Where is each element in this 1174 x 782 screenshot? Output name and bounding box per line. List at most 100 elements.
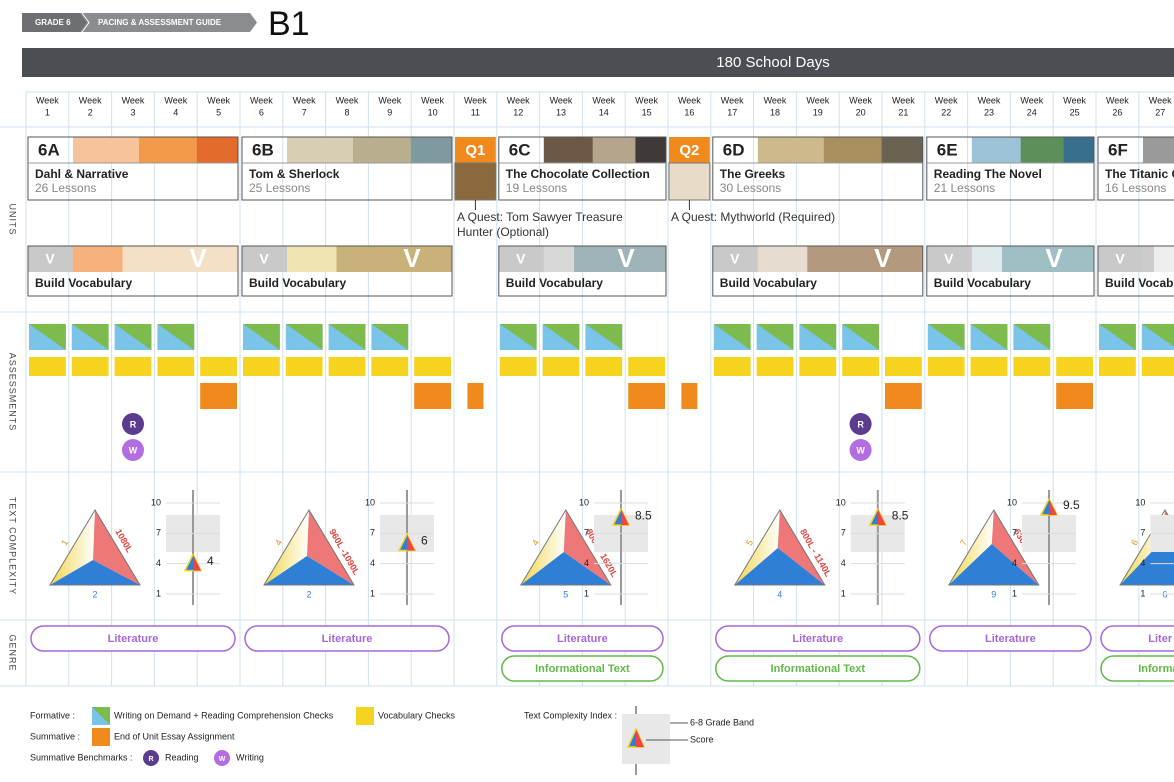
score-marker-part — [877, 509, 886, 526]
benchmark-reading — [849, 413, 872, 435]
unit-lessons: 30 Lessons — [720, 181, 781, 195]
formative-check — [29, 324, 66, 350]
legend-text: Reading — [165, 752, 199, 762]
vocab-icon: V — [944, 251, 954, 267]
complexity-triangle — [519, 509, 612, 586]
reader-label: 4 — [777, 589, 782, 599]
unit-lessons: 25 Lessons — [249, 181, 310, 195]
scale-tick-label: 7 — [841, 528, 846, 538]
genre-pill — [501, 625, 664, 652]
qual-label: 7 — [958, 538, 969, 547]
banner-text: 180 School Days — [716, 54, 829, 71]
vocab-check — [1099, 357, 1136, 376]
score-label: 8.5 — [892, 508, 909, 522]
scale-tick-label: 10 — [1007, 497, 1017, 507]
vocab-check — [585, 357, 623, 376]
unit-image — [635, 137, 666, 163]
quest-note: A Quest: Mythworld (Required) — [671, 210, 835, 224]
unit-title: Tom & Sherlock — [249, 167, 340, 181]
unit-code: 6A — [38, 140, 60, 159]
legend-label: Formative : — [30, 710, 75, 720]
scale-tick-label: 10 — [1135, 497, 1145, 507]
week-word: Week — [1063, 95, 1086, 105]
week-word: Week — [806, 95, 829, 105]
week-number: 24 — [1027, 107, 1037, 117]
formative-check — [927, 324, 965, 350]
vocab-box — [1097, 245, 1174, 297]
week-word: Week — [764, 95, 787, 105]
vocab-check — [285, 357, 323, 376]
week-word: Week — [1106, 95, 1129, 105]
row-label: UNITS — [8, 204, 18, 236]
row-label: ASSESSMENTS — [8, 353, 18, 432]
formative-check — [1141, 324, 1174, 347]
vocab-icon: V — [45, 251, 55, 267]
unit-image — [823, 137, 882, 163]
complexity-triangle — [1119, 509, 1174, 586]
week-word: Week — [79, 95, 102, 105]
week-word: Week — [1149, 95, 1172, 105]
vocab-check — [927, 357, 965, 376]
week-number: 3 — [130, 107, 135, 117]
vocab-icon-box — [28, 246, 73, 272]
vocab-icon: V — [259, 251, 269, 267]
legend-vocab — [356, 707, 374, 725]
essay-assignment — [467, 383, 484, 409]
legend-label: Summative Benchmarks : — [30, 752, 133, 762]
genre-pill — [715, 625, 921, 652]
scale-tick-label: 4 — [841, 558, 846, 568]
vocab-box — [712, 245, 924, 297]
week-word: Week — [336, 95, 359, 105]
week-number: 21 — [898, 107, 908, 117]
unit-image — [1063, 137, 1094, 163]
vocab-box — [498, 245, 667, 297]
vocab-icon: V — [1115, 251, 1125, 267]
week-word: Week — [293, 95, 316, 105]
week-word: Week — [207, 95, 230, 105]
week-number: 11 — [471, 107, 480, 117]
genre-label: Liter — [1148, 633, 1173, 645]
week-number: 2 — [88, 107, 93, 117]
vocab-icon: V — [1045, 243, 1063, 273]
vocab-image — [1153, 246, 1174, 272]
unit-lessons: 26 Lessons — [35, 181, 96, 195]
qual-label: 5 — [744, 538, 755, 547]
benchmark-writing — [122, 439, 144, 461]
complexity-bottom — [734, 548, 825, 585]
complexity-bottom — [520, 552, 611, 585]
benchmark-reading — [122, 413, 144, 435]
scale-tick-label: 1 — [1140, 588, 1145, 598]
unit-image — [139, 137, 197, 163]
formative-check — [799, 324, 837, 350]
essay-assignment — [200, 383, 237, 409]
vocab-box — [926, 245, 1095, 297]
vocab-icon-box — [926, 246, 972, 272]
week-word: Week — [978, 95, 1001, 105]
legend-text: 6-8 Grade Band — [690, 717, 754, 727]
vocab-check — [114, 357, 152, 376]
week-word: Week — [678, 95, 701, 105]
vocab-icon: V — [189, 243, 207, 273]
week-word: Week — [36, 95, 59, 105]
week-number: 26 — [1112, 107, 1122, 117]
unit-box — [241, 136, 453, 201]
vocab-icon-box — [712, 246, 758, 272]
quest-image — [454, 162, 497, 201]
vocab-check — [628, 357, 665, 376]
score-label: 8.5 — [635, 508, 652, 522]
scale-tick-label: 4 — [156, 558, 161, 568]
legend-score-part — [636, 729, 644, 747]
formative-check — [328, 324, 366, 350]
formative-check — [585, 324, 623, 350]
breadcrumb-grade — [22, 13, 87, 32]
quest-code: Q1 — [465, 142, 485, 159]
formative-check — [842, 324, 879, 350]
week-word: Week — [378, 95, 401, 105]
week-number: 17 — [727, 107, 737, 117]
unit-code: 6B — [252, 140, 274, 159]
vocab-title: Build Vocabulary — [249, 276, 346, 290]
vocab-check — [799, 357, 837, 376]
week-number: 23 — [984, 107, 994, 117]
vocab-title: Build Vocabulary — [934, 276, 1031, 290]
vocab-check — [1013, 357, 1051, 376]
